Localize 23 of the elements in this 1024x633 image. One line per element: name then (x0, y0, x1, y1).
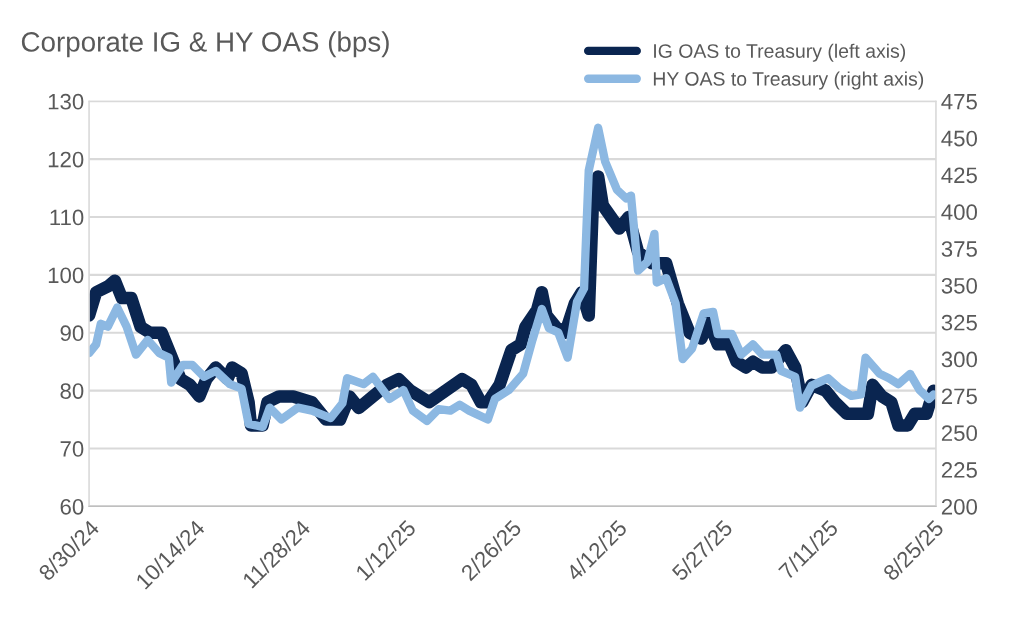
y-tick-label: 70 (60, 441, 84, 457)
y2-tick-label: 375 (941, 241, 977, 257)
y2-tick-label: 325 (941, 314, 977, 331)
chart-title: Corporate IG & HY OAS (bps) (21, 31, 389, 58)
y2-tick-label: 450 (941, 130, 977, 147)
y-tick-label: 90 (60, 325, 84, 342)
y2-tick-label: 400 (941, 204, 977, 221)
y2-tick-label: 275 (941, 388, 977, 405)
y2-tick-label: 200 (941, 498, 977, 515)
legend-label: IG OAS to Treasury (left axis) (654, 43, 906, 62)
y-tick-label: 130 (48, 93, 84, 110)
y2-tick-label: 475 (941, 94, 977, 110)
y2-tick-label: 300 (941, 351, 977, 368)
y2-tick-label: 425 (941, 167, 977, 184)
y2-tick-label: 350 (941, 277, 977, 294)
y-tick-label: 120 (48, 151, 84, 168)
y-tick-label: 60 (60, 498, 84, 515)
y2-tick-label: 225 (941, 462, 977, 478)
y-tick-label: 110 (50, 209, 84, 226)
y-tick-label: 80 (60, 383, 84, 399)
y2-tick-label: 250 (941, 425, 977, 442)
y-tick-label: 100 (48, 267, 84, 284)
legend-label: HY OAS to Treasury (right axis) (653, 71, 924, 90)
